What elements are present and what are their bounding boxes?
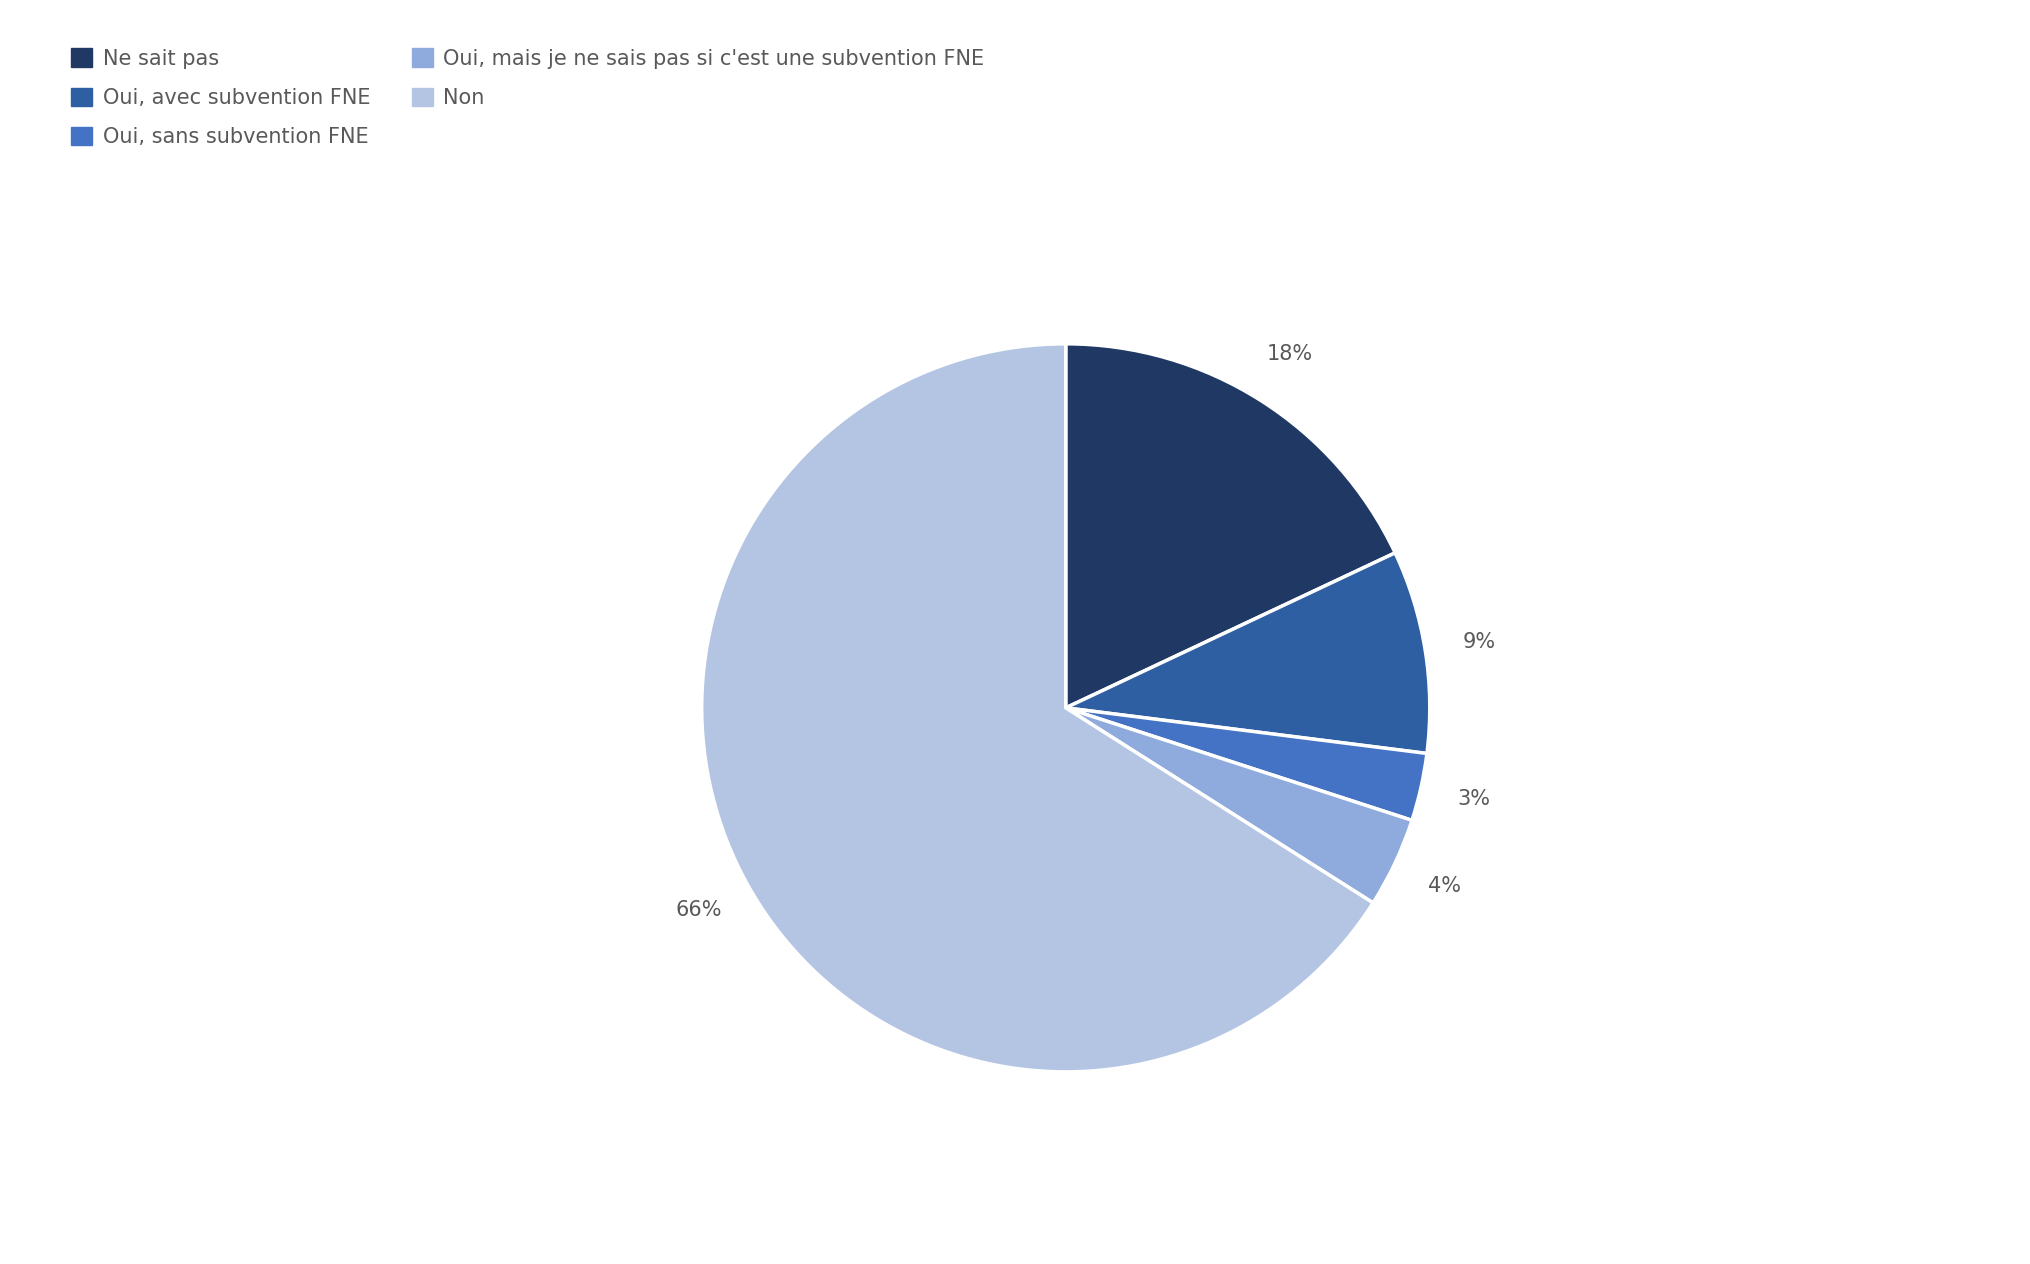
- Text: 4%: 4%: [1427, 876, 1462, 896]
- Wedge shape: [1066, 552, 1429, 753]
- Legend: Ne sait pas, Oui, avec subvention FNE, Oui, sans subvention FNE, Oui, mais je ne: Ne sait pas, Oui, avec subvention FNE, O…: [71, 48, 985, 147]
- Text: 3%: 3%: [1458, 789, 1490, 809]
- Wedge shape: [1066, 344, 1395, 708]
- Text: 18%: 18%: [1267, 344, 1313, 364]
- Text: 66%: 66%: [676, 900, 723, 919]
- Text: 9%: 9%: [1464, 632, 1496, 652]
- Wedge shape: [702, 344, 1372, 1072]
- Wedge shape: [1066, 708, 1413, 902]
- Wedge shape: [1066, 708, 1427, 820]
